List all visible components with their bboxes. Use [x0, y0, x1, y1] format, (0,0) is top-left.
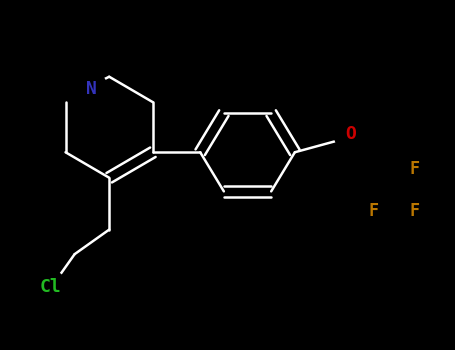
Text: F: F [409, 160, 419, 178]
Text: F: F [368, 202, 378, 220]
Circle shape [334, 118, 367, 150]
Circle shape [75, 72, 107, 105]
Circle shape [398, 152, 430, 185]
Text: O: O [345, 125, 356, 143]
Circle shape [357, 195, 389, 228]
Text: F: F [409, 202, 419, 220]
Text: N: N [86, 79, 96, 98]
Circle shape [398, 195, 430, 228]
Text: Cl: Cl [39, 278, 61, 296]
Circle shape [34, 271, 66, 303]
